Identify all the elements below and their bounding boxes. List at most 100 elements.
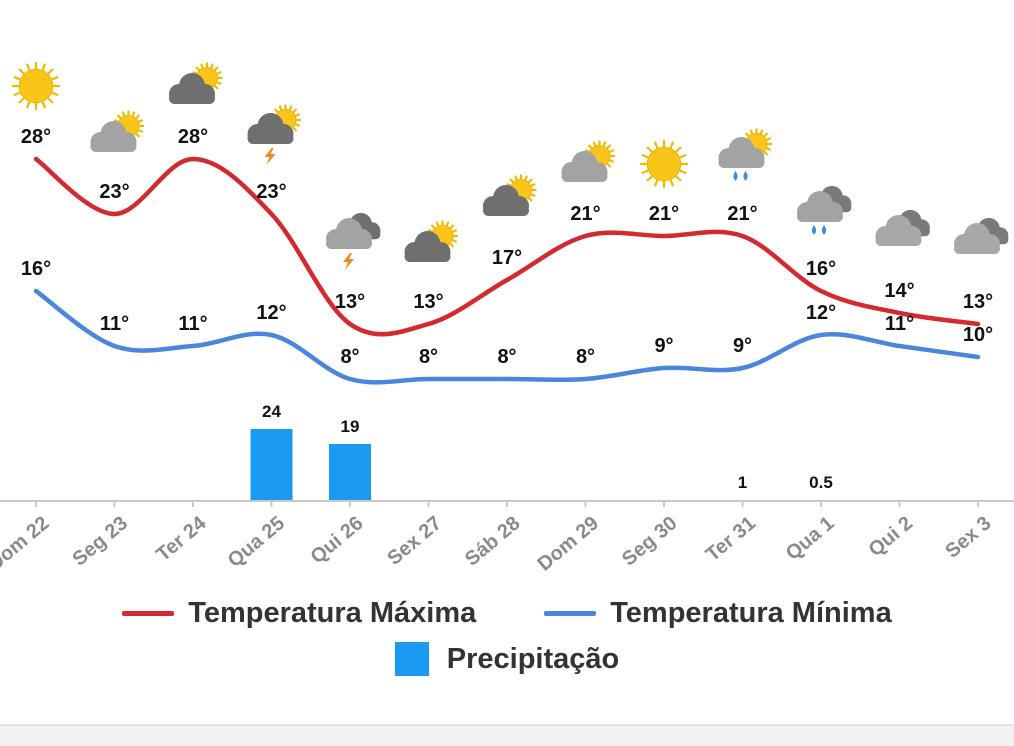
- cloud-shape: [797, 191, 843, 222]
- x-tick-label: Sex 3: [941, 512, 995, 562]
- x-tick-label: Dom 22: [0, 512, 53, 575]
- legend-item-max[interactable]: Temperatura Máxima: [122, 597, 476, 630]
- storm-partly-cloudy-icon: [247, 104, 302, 165]
- x-tick-label: Ter 24: [152, 512, 211, 566]
- partly-cloudy-dark-icon: [483, 174, 537, 216]
- cloud-shape: [169, 73, 215, 104]
- max-temp-label: 16°: [806, 258, 836, 280]
- rain-drop: [811, 224, 817, 235]
- max-temp-label: 28°: [178, 126, 208, 148]
- legend-label-min: Temperatura Mínima: [610, 596, 892, 629]
- x-tick-label: Ter 31: [702, 512, 760, 566]
- sun-rays: [639, 139, 689, 189]
- precip-bar: [250, 429, 293, 501]
- cloud-shape: [875, 215, 922, 246]
- bottom-strip: [0, 724, 1014, 746]
- cloudy-icon: [875, 209, 930, 246]
- x-tick-label: Seg 30: [618, 512, 682, 570]
- cloud-shape: [483, 185, 529, 216]
- lightning-bolt: [343, 253, 354, 270]
- min-temp-line: [33, 288, 981, 385]
- min-temp-label: 8°: [497, 346, 516, 368]
- cloud-shape: [326, 218, 372, 249]
- precip-bar: [329, 444, 371, 501]
- x-tick-label: Qui 26: [307, 512, 368, 568]
- min-temp-label: 11°: [178, 313, 207, 335]
- rain-drop: [821, 224, 827, 235]
- min-temp-label: 8°: [419, 346, 438, 368]
- precip-label: 19: [341, 417, 360, 436]
- x-tick-label: Sex 27: [383, 512, 446, 570]
- max-temp-label: 23°: [99, 181, 129, 203]
- cloud-shape: [954, 223, 1000, 254]
- min-temp-label: 9°: [733, 335, 752, 357]
- legend-label-precip: Precipitação: [446, 642, 620, 675]
- partly-cloudy-icon: [561, 140, 616, 182]
- rain-cloud-icon: [797, 185, 852, 235]
- cloud-shape: [404, 231, 451, 262]
- sun-icon: [639, 139, 689, 189]
- precip-label: 24: [262, 402, 281, 421]
- x-tick-label: Qua 25: [224, 512, 289, 572]
- legend-item-precip[interactable]: Precipitação: [394, 642, 620, 676]
- legend-swatch-precip: [394, 642, 429, 676]
- min-temp-label: 12°: [806, 302, 836, 324]
- min-temp-label: 9°: [654, 335, 673, 357]
- partly-cloudy-dark-icon: [404, 220, 459, 262]
- max-temp-label: 28°: [21, 126, 51, 148]
- max-temp-label: 13°: [413, 291, 443, 313]
- partly-cloudy-dark-icon: [169, 62, 223, 104]
- max-temp-label: 21°: [649, 203, 679, 225]
- data-labels: 28° 23° 28° 23° 13° 13° 17° 21° 21° 21° 16° 14° 13° 1…: [21, 126, 993, 492]
- min-temp-label: 16°: [21, 258, 51, 280]
- max-temp-label: 23°: [256, 181, 286, 203]
- x-tick-label: Seg 23: [68, 512, 132, 570]
- precipitation-bars: [250, 429, 371, 501]
- x-tick-label: Sáb 28: [461, 512, 525, 570]
- min-temp-label: 11°: [885, 313, 914, 335]
- weather-chart: 28° 23° 28° 23° 13° 13° 17° 21° 21° 21° 16° 14° 13° 1…: [0, 61, 1014, 576]
- max-temp-label: 17°: [492, 247, 522, 269]
- min-temp-label: 10°: [963, 324, 993, 346]
- min-temp-label: 12°: [256, 302, 286, 324]
- legend-row-precipitation: Precipitação: [0, 636, 1014, 682]
- x-tick-label: Qui 2: [865, 512, 917, 561]
- x-tick-label: Qua 1: [782, 512, 839, 565]
- max-temp-label: 21°: [727, 203, 757, 225]
- min-temp-label: 11°: [100, 313, 129, 335]
- rain-partly-cloudy-icon: [718, 128, 773, 181]
- sun-disc: [18, 68, 54, 104]
- precip-label: 0.5: [809, 473, 833, 492]
- x-axis-ticks: Dom 22 Seg 23 Ter 24 Qua 25 Qui 26 Sex 27 Sáb …: [0, 501, 995, 576]
- lightning-bolt: [264, 148, 276, 165]
- cloud-shape: [247, 113, 294, 144]
- cloud-shape: [718, 137, 765, 168]
- cloudy-icon: [954, 217, 1009, 254]
- rain-drop: [733, 170, 738, 181]
- legend: Temperatura Máxima Temperatura Mínima Pr…: [0, 590, 1014, 682]
- max-temp-label: 13°: [963, 291, 993, 313]
- legend-row-temperatures: Temperatura Máxima Temperatura Mínima: [0, 590, 1014, 636]
- legend-swatch-max: [122, 610, 175, 616]
- storm-cloud-icon: [326, 212, 381, 270]
- sun-disc: [646, 146, 682, 182]
- partly-cloudy-icon: [90, 110, 145, 152]
- precip-label: 1: [738, 473, 747, 492]
- cloud-shape: [90, 121, 137, 152]
- min-temp-label: 8°: [576, 346, 595, 368]
- legend-swatch-min: [544, 610, 597, 616]
- sun-icon: [11, 61, 61, 111]
- temperature-lines: [33, 156, 981, 385]
- rain-drop: [743, 170, 748, 181]
- max-temp-label: 14°: [884, 280, 914, 302]
- cloud-shape: [561, 151, 608, 182]
- legend-item-min[interactable]: Temperatura Mínima: [544, 596, 892, 630]
- x-tick-label: Dom 29: [534, 512, 603, 575]
- min-temp-label: 8°: [340, 346, 359, 368]
- sun-rays: [11, 61, 61, 111]
- max-temp-label: 21°: [570, 203, 600, 225]
- legend-label-max: Temperatura Máxima: [188, 596, 477, 629]
- max-temp-line: [33, 156, 981, 337]
- max-temp-label: 13°: [335, 291, 365, 313]
- weather-icons: [11, 61, 1009, 270]
